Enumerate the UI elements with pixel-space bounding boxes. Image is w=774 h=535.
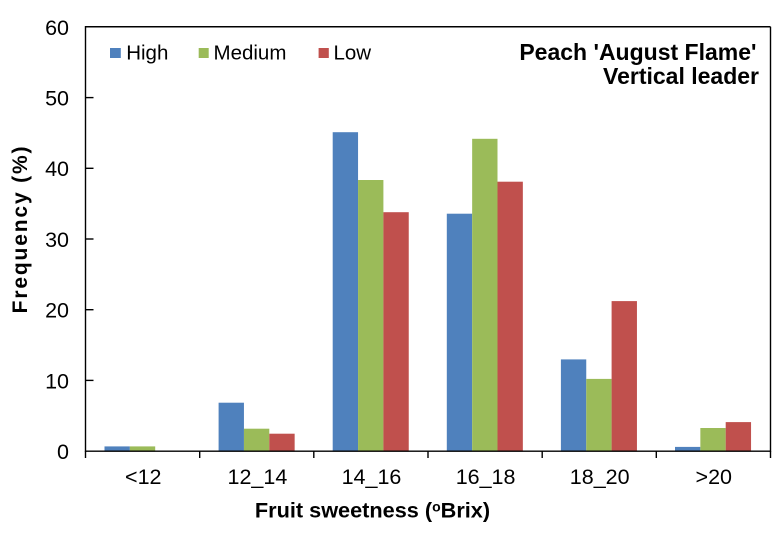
svg-text:30: 30 bbox=[45, 228, 69, 252]
svg-text:14_16: 14_16 bbox=[342, 465, 402, 489]
svg-text:20: 20 bbox=[45, 299, 69, 323]
svg-text:Low: Low bbox=[334, 41, 372, 64]
svg-text:Medium: Medium bbox=[214, 41, 287, 64]
svg-text:Peach 'August Flame': Peach 'August Flame' bbox=[519, 39, 756, 65]
svg-text:16_18: 16_18 bbox=[456, 465, 516, 489]
svg-text:<12: <12 bbox=[125, 465, 161, 489]
svg-text:Frequency (%): Frequency (%) bbox=[9, 145, 32, 314]
svg-text:Vertical leader: Vertical leader bbox=[603, 63, 759, 89]
svg-text:Fruit sweetness (oBrix): Fruit sweetness (oBrix) bbox=[255, 498, 490, 523]
svg-text:10: 10 bbox=[45, 369, 69, 393]
svg-text:60: 60 bbox=[45, 16, 69, 40]
svg-text:High: High bbox=[126, 41, 168, 64]
svg-text:12_14: 12_14 bbox=[228, 465, 288, 489]
svg-text:0: 0 bbox=[57, 440, 69, 464]
svg-text:>20: >20 bbox=[696, 465, 733, 489]
svg-text:50: 50 bbox=[45, 87, 69, 111]
svg-text:40: 40 bbox=[45, 157, 69, 181]
svg-text:18_20: 18_20 bbox=[570, 465, 630, 489]
